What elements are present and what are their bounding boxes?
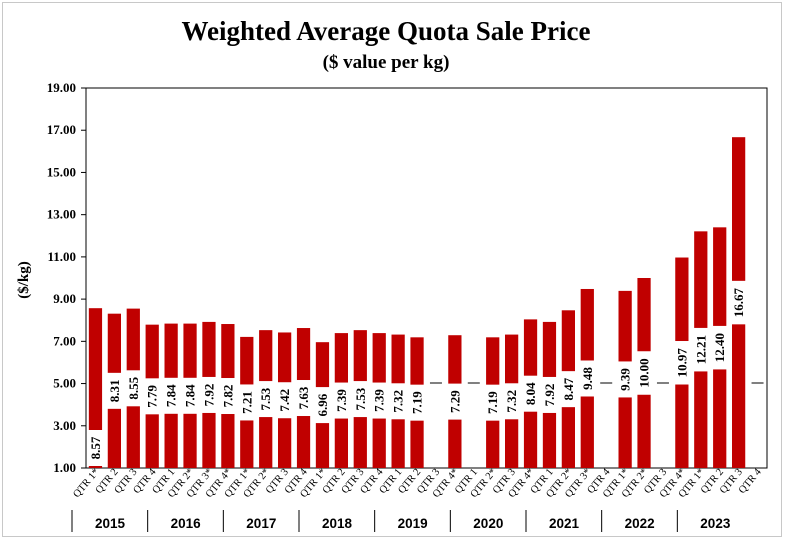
data-label: 7.63 [296,386,311,409]
year-label: 2017 [246,516,276,531]
year-label: 2023 [700,516,731,531]
chart-subtitle: ($ value per kg) [323,52,450,73]
data-label-box [238,384,255,421]
data-label-box [333,382,350,419]
data-label: 7.84 [183,384,198,407]
data-label-box [692,327,709,372]
chart-title: Weighted Average Quota Sale Price [182,16,591,46]
data-label-box [125,370,142,407]
data-label: 7.92 [542,384,557,407]
y-tick-label: 15.00 [47,164,76,179]
data-label-box [446,383,463,420]
data-label: 6.96 [315,393,330,416]
data-label-box [182,377,199,414]
data-label: 7.42 [277,389,292,412]
data-label-box [257,381,274,418]
year-label: 2016 [171,516,202,531]
data-label: 12.40 [712,333,727,362]
data-label: 7.39 [334,389,349,412]
data-label: 12.21 [693,335,708,364]
data-label-box [144,378,161,415]
data-label: 7.82 [220,385,235,408]
data-label-box [484,384,501,421]
y-tick-label: 3.00 [53,418,76,433]
y-tick-label: 19.00 [47,80,76,95]
year-label: 2019 [398,516,428,531]
data-label-box [87,430,104,466]
data-label-box [200,376,217,413]
data-label-box [352,381,369,418]
data-label-box [730,280,747,325]
data-label-box [295,380,312,417]
data-label: 10.97 [674,348,689,378]
bars-group: 8.578.31 8.55 7.79 7.84 7.84 7.92 7.82 7.21 7.53… [87,137,764,468]
data-label: 9.48 [580,367,595,390]
data-label: 7.21 [239,391,254,414]
y-axis-label: ($/kg) [16,261,32,299]
data-label-box [106,372,123,409]
year-label: 2015 [95,516,126,531]
data-label-box [503,383,520,420]
data-label: 7.92 [201,384,216,407]
data-label-box [579,360,596,397]
data-label-box [522,375,539,412]
data-label-box [390,383,407,420]
data-label-box [314,387,331,424]
y-tick-label: 1.00 [53,460,76,475]
y-tick-label: 5.00 [53,376,76,391]
data-label: 8.04 [523,382,538,405]
data-label: 7.32 [504,390,519,413]
data-label: 10.00 [637,358,652,387]
data-label-box [276,382,293,419]
data-label-box [371,382,388,419]
data-label: 7.19 [485,391,500,414]
data-label-box [219,378,236,415]
data-label: 7.79 [145,384,160,407]
data-label-box [560,371,577,408]
data-label: 7.84 [164,384,179,407]
data-label: 9.39 [618,368,633,391]
data-label-box [617,361,634,398]
year-label: 2021 [549,516,580,531]
data-label: 7.29 [447,390,462,413]
data-label: 7.39 [372,389,387,412]
year-axis: 2015 2016 2017 2018 2019 2020 2021 2022 2023 [71,510,731,532]
data-label: 8.31 [107,379,122,402]
data-label: 16.67 [731,287,746,317]
year-label: 2022 [625,516,655,531]
year-label: 2020 [473,516,503,531]
plot-area [85,87,768,469]
y-tick-label: 9.00 [53,291,76,306]
y-axis: 1.00 3.00 5.00 7.00 9.00 11.00 13.00 15.00 17.00… [47,80,86,475]
y-tick-label: 11.00 [47,249,76,264]
data-label-box [673,341,690,385]
data-label-box [711,325,728,370]
y-tick-label: 13.00 [47,207,76,222]
data-label-box [636,351,653,395]
data-label: 8.47 [561,377,576,400]
data-label: 7.53 [353,387,368,410]
data-label: 7.19 [410,391,425,414]
data-label-box [163,377,180,414]
data-label-box [409,384,426,421]
y-tick-label: 7.00 [53,333,76,348]
bar [88,308,103,468]
y-tick-label: 17.00 [47,122,76,137]
year-label: 2018 [322,516,353,531]
data-label-box [541,376,558,413]
data-label: 8.57 [88,436,103,459]
data-label: 7.53 [258,387,273,410]
data-label: 7.32 [391,390,406,413]
data-label: 8.55 [126,376,141,399]
